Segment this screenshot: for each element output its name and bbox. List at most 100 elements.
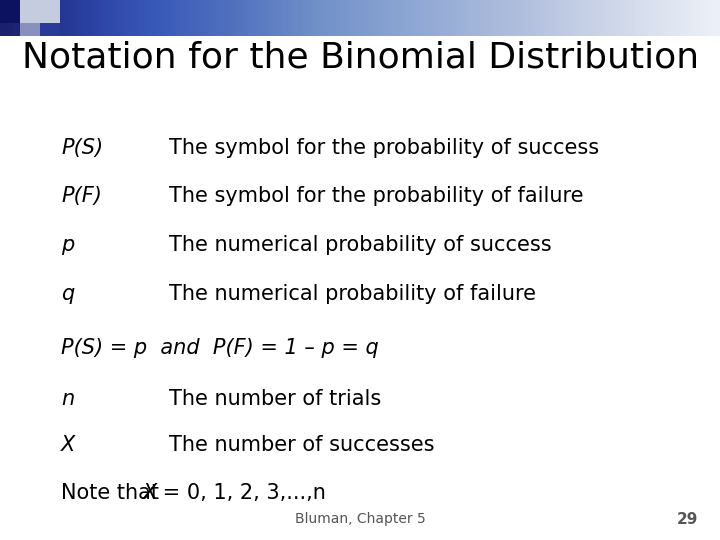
- Bar: [205, 0, 209, 36]
- Bar: [256, 0, 259, 36]
- Bar: [382, 0, 385, 36]
- Bar: [418, 0, 421, 36]
- Bar: [688, 0, 691, 36]
- Bar: [522, 0, 526, 36]
- Bar: [684, 0, 688, 36]
- Bar: [130, 0, 133, 36]
- Bar: [338, 0, 342, 36]
- Bar: [655, 0, 659, 36]
- Bar: [346, 0, 349, 36]
- Bar: [443, 0, 446, 36]
- Bar: [317, 0, 320, 36]
- Bar: [709, 0, 713, 36]
- Bar: [90, 0, 94, 36]
- Bar: [0, 0, 20, 23]
- Bar: [673, 0, 677, 36]
- Bar: [173, 0, 176, 36]
- Text: The symbol for the probability of failure: The symbol for the probability of failur…: [169, 186, 584, 206]
- Bar: [446, 0, 450, 36]
- Bar: [14, 0, 18, 36]
- Bar: [598, 0, 601, 36]
- Bar: [112, 0, 115, 36]
- Bar: [680, 0, 684, 36]
- Bar: [677, 0, 680, 36]
- Bar: [630, 0, 634, 36]
- Bar: [18, 0, 22, 36]
- Bar: [241, 0, 245, 36]
- Bar: [601, 0, 605, 36]
- Bar: [191, 0, 194, 36]
- Bar: [508, 0, 511, 36]
- Bar: [61, 0, 65, 36]
- Text: P(F): P(F): [61, 186, 102, 206]
- Bar: [263, 0, 266, 36]
- Bar: [533, 0, 536, 36]
- Bar: [547, 0, 551, 36]
- Bar: [259, 0, 263, 36]
- Bar: [20, 23, 40, 36]
- Text: X: X: [143, 483, 157, 503]
- Bar: [457, 0, 461, 36]
- Bar: [432, 0, 436, 36]
- Bar: [281, 0, 284, 36]
- Bar: [497, 0, 500, 36]
- Bar: [288, 0, 292, 36]
- Bar: [576, 0, 580, 36]
- Bar: [40, 0, 60, 23]
- Text: Note that: Note that: [61, 483, 166, 503]
- Bar: [299, 0, 302, 36]
- Bar: [716, 0, 720, 36]
- Text: The number of trials: The number of trials: [169, 389, 382, 409]
- Bar: [86, 0, 90, 36]
- Bar: [565, 0, 569, 36]
- Bar: [101, 0, 104, 36]
- Bar: [342, 0, 346, 36]
- Bar: [403, 0, 407, 36]
- Bar: [310, 0, 313, 36]
- Bar: [202, 0, 205, 36]
- Bar: [238, 0, 241, 36]
- Bar: [140, 0, 144, 36]
- Bar: [464, 0, 468, 36]
- Bar: [54, 0, 58, 36]
- Bar: [637, 0, 641, 36]
- Bar: [40, 0, 43, 36]
- Bar: [583, 0, 587, 36]
- Bar: [331, 0, 335, 36]
- Bar: [551, 0, 554, 36]
- Bar: [50, 0, 54, 36]
- Bar: [158, 0, 162, 36]
- Bar: [407, 0, 410, 36]
- Bar: [79, 0, 83, 36]
- Text: The numerical probability of failure: The numerical probability of failure: [169, 284, 536, 303]
- Bar: [389, 0, 392, 36]
- Bar: [554, 0, 558, 36]
- Bar: [133, 0, 137, 36]
- Bar: [108, 0, 112, 36]
- Bar: [540, 0, 544, 36]
- Bar: [353, 0, 356, 36]
- Bar: [43, 0, 47, 36]
- Bar: [187, 0, 191, 36]
- Text: Bluman, Chapter 5: Bluman, Chapter 5: [294, 512, 426, 526]
- Bar: [97, 0, 101, 36]
- Bar: [104, 0, 108, 36]
- Bar: [223, 0, 227, 36]
- Bar: [461, 0, 464, 36]
- Bar: [616, 0, 619, 36]
- Bar: [284, 0, 288, 36]
- Bar: [500, 0, 504, 36]
- Text: = 0, 1, 2, 3,...,n: = 0, 1, 2, 3,...,n: [156, 483, 325, 503]
- Bar: [706, 0, 709, 36]
- Bar: [691, 0, 695, 36]
- Bar: [166, 0, 169, 36]
- Bar: [198, 0, 202, 36]
- Bar: [176, 0, 180, 36]
- Bar: [0, 0, 4, 36]
- Bar: [324, 0, 328, 36]
- Bar: [702, 0, 706, 36]
- Text: q: q: [61, 284, 74, 303]
- Bar: [698, 0, 702, 36]
- Bar: [209, 0, 212, 36]
- Bar: [245, 0, 248, 36]
